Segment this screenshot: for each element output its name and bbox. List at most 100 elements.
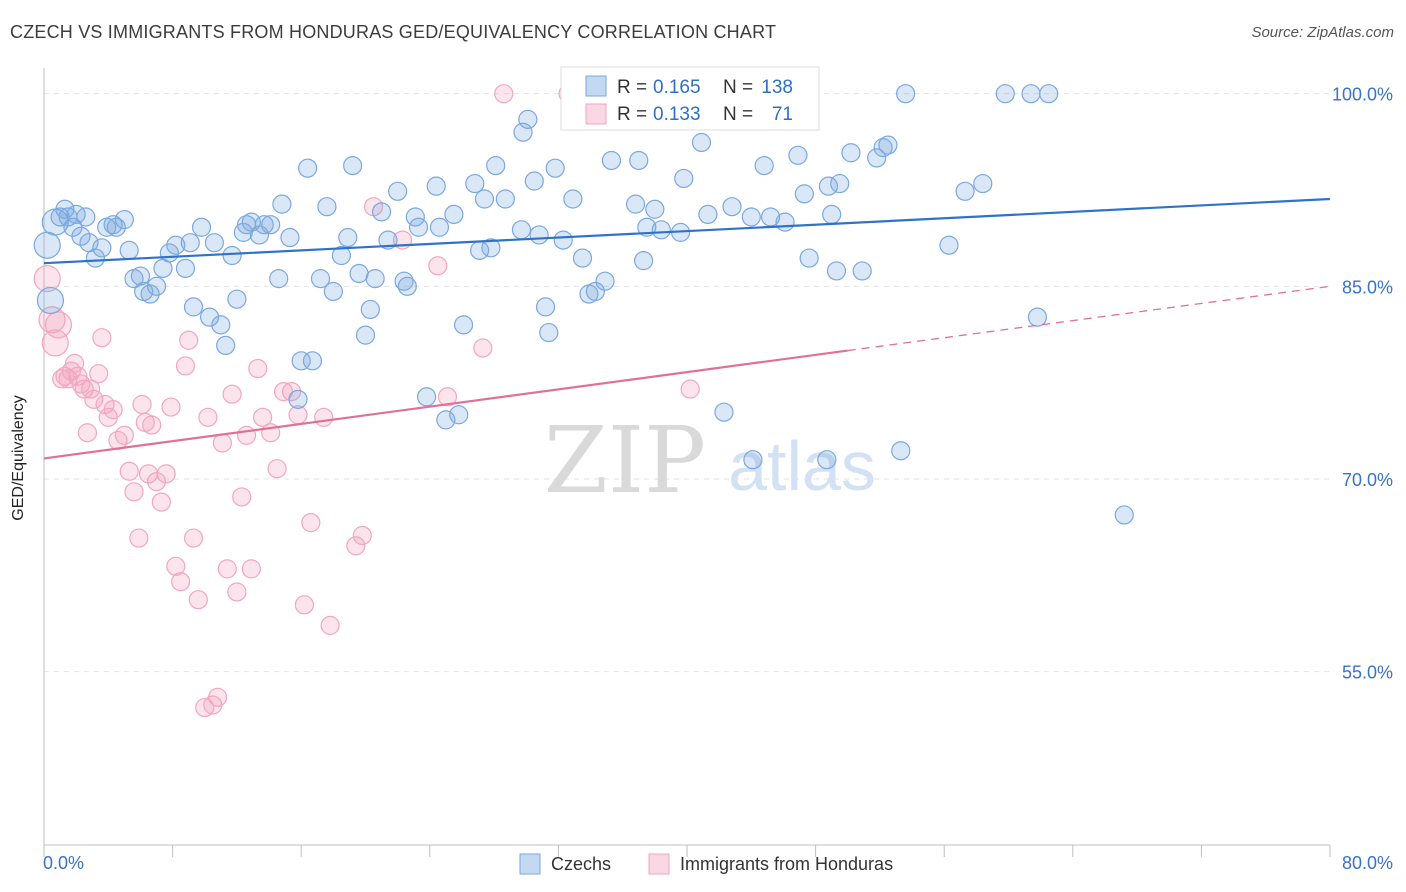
czechs-point-45 — [288, 389, 308, 409]
czechs-point-17 — [119, 240, 139, 260]
honduras-point-36 — [179, 330, 199, 350]
honduras-point-57 — [294, 595, 315, 615]
czechs-point-116 — [817, 450, 837, 470]
czechs-point-30 — [199, 307, 220, 327]
czechs-point-134 — [1039, 84, 1059, 104]
honduras-point-29 — [146, 471, 167, 492]
czechs-point-60 — [378, 230, 398, 250]
series-legend: Czechs Immigrants from Honduras — [519, 853, 893, 875]
bottom-legend-swatch-czechs — [519, 853, 541, 875]
honduras-point-33 — [166, 556, 186, 576]
honduras-point-55 — [281, 382, 302, 402]
honduras-point-40 — [198, 407, 218, 427]
honduras-trend-line — [43, 349, 848, 460]
honduras-point-68 — [494, 84, 514, 104]
czechs-point-36 — [233, 222, 253, 242]
czechs-point-22 — [146, 276, 167, 296]
czechs-point-100 — [651, 220, 671, 240]
czechs-point-43 — [272, 194, 292, 214]
honduras-point-16 — [92, 328, 112, 348]
czechs-point-27 — [180, 233, 200, 253]
honduras-point-42 — [208, 687, 228, 707]
czechs-point-92 — [595, 271, 615, 291]
legend-n-value-czechs: 138 — [761, 77, 793, 98]
honduras-point-43 — [212, 433, 233, 453]
czechs-point-99 — [645, 199, 665, 219]
honduras-point-53 — [267, 459, 287, 479]
czechs-point-132 — [1021, 84, 1041, 104]
honduras-point-45 — [222, 384, 242, 404]
czechs-point-78 — [495, 189, 515, 209]
honduras-point-60 — [320, 615, 340, 635]
czechs-point-109 — [743, 450, 763, 470]
czechs-point-15 — [106, 217, 126, 237]
honduras-point-10 — [71, 374, 91, 394]
czechs-point-104 — [691, 132, 712, 153]
czechs-point-34 — [222, 245, 242, 266]
czechs-point-51 — [323, 281, 343, 302]
czechs-point-63 — [397, 276, 417, 296]
czechs-point-122 — [852, 261, 872, 281]
czechs-point-0 — [33, 231, 61, 259]
x-tick-label-min: 0.0% — [43, 853, 84, 873]
czechs-point-91 — [585, 281, 605, 302]
czechs-point-71 — [449, 405, 469, 425]
series-czechs-points — [33, 84, 1134, 525]
stats-legend-box — [560, 66, 820, 131]
honduras-point-28 — [142, 415, 162, 435]
legend-swatch-honduras — [585, 103, 607, 125]
czechs-point-48 — [302, 351, 323, 371]
honduras-point-49 — [241, 559, 261, 579]
czechs-point-118 — [822, 204, 842, 225]
bottom-legend-label-czechs: Czechs — [551, 854, 611, 874]
czechs-point-44 — [280, 227, 300, 248]
honduras-point-62 — [352, 525, 372, 546]
czechs-point-77 — [486, 156, 506, 176]
czechs-point-64 — [405, 207, 425, 227]
czechs-point-52 — [331, 245, 351, 266]
czechs-point-75 — [474, 189, 495, 209]
czechs-point-50 — [317, 197, 337, 217]
honduras-point-37 — [183, 528, 204, 548]
czechs-point-61 — [388, 181, 408, 201]
czechs-point-85 — [539, 322, 559, 343]
czechs-point-110 — [754, 156, 774, 176]
watermark: ZIP atlas — [544, 407, 876, 514]
axes — [43, 68, 1331, 857]
czechs-point-14 — [103, 215, 123, 235]
honduras-point-19 — [103, 400, 123, 420]
czechs-point-127 — [896, 84, 916, 104]
czechs-point-19 — [130, 266, 151, 286]
y-tick-label-3: 55.0% — [1342, 663, 1393, 683]
honduras-point-13 — [81, 379, 101, 399]
honduras-point-3 — [44, 311, 73, 339]
y-tick-label-0: 100.0% — [1332, 85, 1393, 105]
stats-legend: R = 0.165 N = 138 R = 0.133 N = 71 — [560, 66, 820, 131]
czechs-point-93 — [601, 150, 622, 171]
czechs-point-82 — [524, 171, 544, 191]
czechs-point-97 — [633, 251, 654, 271]
czechs-point-21 — [140, 284, 160, 304]
honduras-point-31 — [156, 464, 176, 484]
y-tick-label-1: 85.0% — [1342, 277, 1393, 297]
honduras-point-11 — [74, 379, 94, 399]
legend-r-value-czechs: 0.165 — [653, 77, 701, 98]
honduras-point-65 — [428, 256, 448, 276]
honduras-point-15 — [89, 364, 109, 384]
czechs-point-86 — [545, 158, 565, 178]
czechs-point-70 — [444, 204, 464, 225]
czechs-point-120 — [830, 173, 850, 194]
honduras-point-59 — [314, 407, 334, 427]
czechs-point-98 — [637, 217, 657, 237]
legend-n-value-honduras: 71 — [772, 104, 793, 125]
bottom-legend-label-honduras: Immigrants from Honduras — [680, 854, 893, 874]
honduras-trend-line-extension — [847, 285, 1331, 352]
czechs-point-56 — [355, 325, 376, 345]
czechs-point-123 — [867, 148, 887, 168]
czechs-point-133 — [1027, 307, 1048, 327]
watermark-zip: ZIP — [544, 407, 706, 514]
czechs-point-129 — [955, 181, 975, 201]
czechs-point-57 — [360, 299, 380, 320]
czechs-point-29 — [191, 217, 212, 237]
